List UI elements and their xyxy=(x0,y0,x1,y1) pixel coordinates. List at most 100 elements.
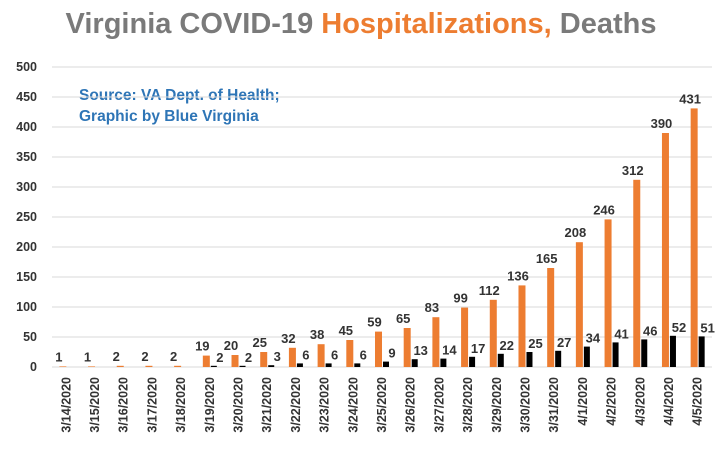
bar-hospitalizations xyxy=(403,328,411,367)
bar-deaths xyxy=(669,335,676,367)
data-label-hospitalizations: 2 xyxy=(170,349,177,364)
data-label-hospitalizations: 65 xyxy=(396,311,410,326)
x-tick-label: 3/15/2020 xyxy=(88,377,102,433)
data-label-deaths: 41 xyxy=(614,326,628,341)
x-tick-label: 3/22/2020 xyxy=(289,377,303,433)
bar-hospitalizations xyxy=(174,365,182,367)
data-label-deaths: 46 xyxy=(643,323,657,338)
y-tick-label: 300 xyxy=(16,180,37,194)
data-label-deaths: 9 xyxy=(388,346,395,361)
data-label-hospitalizations: 208 xyxy=(565,225,587,240)
bar-hospitalizations xyxy=(547,268,555,367)
x-tick-label: 3/25/2020 xyxy=(375,377,389,433)
bar-deaths xyxy=(612,342,619,367)
title-part-covid: Virginia COVID-19 xyxy=(65,8,322,40)
bar-deaths xyxy=(497,353,504,367)
x-tick-label: 3/30/2020 xyxy=(518,377,532,433)
bar-deaths xyxy=(526,352,533,367)
bar-hospitalizations xyxy=(633,179,641,367)
bar-hospitalizations xyxy=(575,242,583,367)
x-tick-label: 4/4/2020 xyxy=(662,377,676,426)
bar-deaths xyxy=(383,361,389,367)
bar-hospitalizations xyxy=(604,219,612,367)
source-note: Source: VA Dept. of Health; Graphic by B… xyxy=(79,85,280,127)
x-tick-label: 3/29/2020 xyxy=(490,377,504,433)
bar-deaths xyxy=(469,356,476,367)
x-tick-label: 3/20/2020 xyxy=(232,377,246,433)
data-label-deaths: 22 xyxy=(500,338,514,353)
bar-hospitalizations xyxy=(346,340,354,367)
bar-hospitalizations xyxy=(518,285,526,367)
y-tick-label: 450 xyxy=(16,90,37,104)
x-tick-label: 3/17/2020 xyxy=(145,377,159,433)
bar-deaths xyxy=(411,359,418,367)
data-label-hospitalizations: 45 xyxy=(339,323,353,338)
bar-deaths xyxy=(555,350,562,367)
y-tick-label: 100 xyxy=(16,300,37,314)
source-note-line-1: Source: VA Dept. of Health; xyxy=(79,87,280,104)
bar-hospitalizations xyxy=(288,347,296,367)
y-tick-label: 500 xyxy=(16,60,37,74)
data-label-hospitalizations: 32 xyxy=(281,331,295,346)
y-tick-label: 350 xyxy=(16,150,37,164)
x-tick-label: 3/19/2020 xyxy=(203,377,217,433)
x-tick-label: 3/31/2020 xyxy=(547,377,561,433)
x-tick-label: 3/21/2020 xyxy=(260,377,274,433)
y-tick-label: 250 xyxy=(16,210,37,224)
bar-hospitalizations xyxy=(59,366,67,367)
bar-hospitalizations xyxy=(690,108,698,368)
bar-hospitalizations xyxy=(145,365,153,367)
bar-deaths xyxy=(296,363,303,367)
x-tick-label: 3/24/2020 xyxy=(346,377,360,433)
data-label-hospitalizations: 136 xyxy=(507,268,529,283)
data-label-deaths: 52 xyxy=(672,320,686,335)
bar-hospitalizations xyxy=(661,133,669,367)
y-tick-label: 150 xyxy=(16,270,37,284)
data-label-hospitalizations: 25 xyxy=(252,335,266,350)
x-tick-label: 3/28/2020 xyxy=(461,377,475,433)
x-tick-label: 4/3/2020 xyxy=(633,377,647,426)
data-label-deaths: 2 xyxy=(216,350,223,365)
x-tick-label: 4/1/2020 xyxy=(576,377,590,426)
data-label-hospitalizations: 390 xyxy=(651,116,673,131)
data-label-hospitalizations: 99 xyxy=(453,291,467,306)
bar-deaths xyxy=(210,365,217,367)
x-tick-label: 3/23/2020 xyxy=(318,377,332,433)
data-label-deaths: 6 xyxy=(360,347,367,362)
bar-hospitalizations xyxy=(461,307,469,367)
data-label-deaths: 17 xyxy=(471,341,485,356)
data-label-deaths: 14 xyxy=(442,343,457,358)
bar-hospitalizations xyxy=(489,299,497,367)
data-label-hospitalizations: 20 xyxy=(224,338,238,353)
title-part-deaths: Deaths xyxy=(551,8,657,40)
bar-hospitalizations xyxy=(260,352,268,367)
data-label-deaths: 13 xyxy=(413,343,427,358)
data-label-deaths: 3 xyxy=(274,349,281,364)
bar-deaths xyxy=(239,365,246,367)
data-label-hospitalizations: 165 xyxy=(536,251,558,266)
x-tick-label: 4/5/2020 xyxy=(691,377,705,426)
title-part-hospitalizations: Hospitalizations, xyxy=(321,8,552,40)
data-label-deaths: 25 xyxy=(528,336,542,351)
data-label-deaths: 6 xyxy=(331,347,338,362)
bar-hospitalizations xyxy=(317,344,325,367)
bar-deaths xyxy=(641,339,648,367)
data-label-hospitalizations: 59 xyxy=(367,315,381,330)
data-label-hospitalizations: 83 xyxy=(425,300,439,315)
y-tick-label: 200 xyxy=(16,240,37,254)
bar-deaths xyxy=(583,346,590,367)
bar-hospitalizations xyxy=(116,365,124,367)
data-label-hospitalizations: 431 xyxy=(679,91,701,106)
data-label-hospitalizations: 19 xyxy=(195,339,209,354)
data-label-hospitalizations: 112 xyxy=(479,283,500,298)
bar-hospitalizations xyxy=(88,366,96,367)
chart-title: Virginia COVID-19 Hospitalizations, Deat… xyxy=(0,8,722,41)
x-tick-label: 3/18/2020 xyxy=(174,377,188,433)
bar-deaths xyxy=(354,363,361,367)
x-tick-label: 3/14/2020 xyxy=(59,377,73,433)
data-label-deaths: 27 xyxy=(557,335,571,350)
data-label-deaths: 34 xyxy=(586,331,601,346)
x-tick-label: 4/2/2020 xyxy=(605,377,619,426)
bar-deaths xyxy=(325,363,332,367)
